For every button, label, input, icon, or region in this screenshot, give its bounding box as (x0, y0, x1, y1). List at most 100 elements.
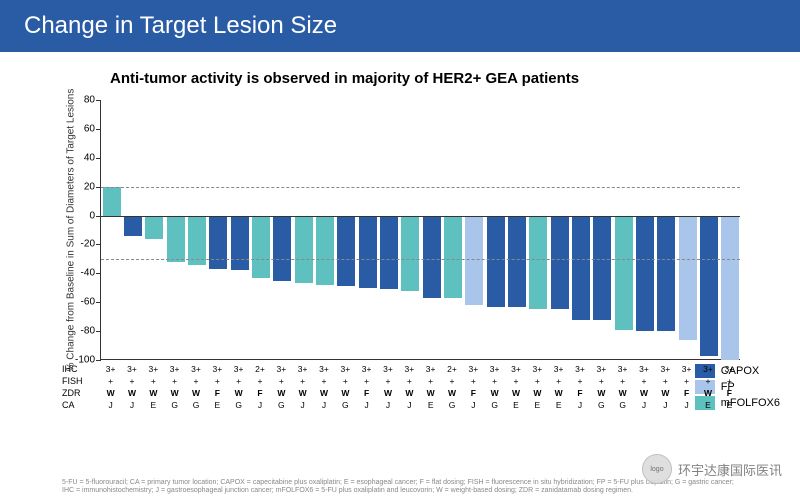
x-category-cell: + (684, 376, 689, 386)
x-category-cell: 3+ (319, 364, 329, 374)
x-category-cell: 3+ (426, 364, 436, 374)
x-category-cell: + (450, 376, 455, 386)
bar (295, 216, 313, 284)
y-tick-label: -80 (71, 326, 95, 337)
bar (657, 216, 675, 332)
bar (188, 216, 206, 265)
x-category-cell: W (299, 388, 307, 398)
y-tick-label: 0 (71, 210, 95, 221)
watermark: logo 环宇达康国际医讯 (642, 454, 782, 484)
x-category-cell: + (194, 376, 199, 386)
bar (636, 216, 654, 332)
bars-container (101, 100, 740, 359)
x-category-cell: + (471, 376, 476, 386)
bar (380, 216, 398, 290)
x-category-cell: W (491, 388, 499, 398)
bar (103, 187, 121, 216)
bar (359, 216, 377, 288)
x-category-cell: G (193, 400, 200, 410)
x-category-cell: 3+ (532, 364, 542, 374)
x-category-cell: E (428, 400, 434, 410)
watermark-text: 环宇达康国际医讯 (678, 460, 782, 479)
x-category-cell: + (258, 376, 263, 386)
bar (209, 216, 227, 269)
x-category-cell: + (172, 376, 177, 386)
x-category-cell: W (320, 388, 328, 398)
x-category-cell: W (149, 388, 157, 398)
x-category-cell: E (556, 400, 562, 410)
x-category-cell: 3+ (148, 364, 158, 374)
x-category-cell: + (279, 376, 284, 386)
x-category-cell: W (341, 388, 349, 398)
x-category-cell: W (277, 388, 285, 398)
x-category-cell: G (598, 400, 605, 410)
x-category-cell: 3+ (596, 364, 606, 374)
x-category-cell: 3+ (276, 364, 286, 374)
bar (316, 216, 334, 285)
bar (337, 216, 355, 287)
x-category-cell: J (471, 400, 475, 410)
y-tick-label: -20 (71, 239, 95, 250)
reference-line (101, 187, 740, 188)
bar (572, 216, 590, 320)
x-category-cell: + (663, 376, 668, 386)
x-category-cell: 3+ (362, 364, 372, 374)
x-category-cell: 3+ (724, 364, 734, 374)
x-category-cell: + (428, 376, 433, 386)
x-category-cell: + (236, 376, 241, 386)
x-category-cell: W (619, 388, 627, 398)
x-category-cell: 3+ (340, 364, 350, 374)
bar (145, 216, 163, 239)
title-bar: Change in Target Lesion Size (0, 0, 800, 52)
x-category-cell: J (642, 400, 646, 410)
x-category-cell: F (215, 388, 220, 398)
x-category-cell: 3+ (511, 364, 521, 374)
x-category-cell: W (192, 388, 200, 398)
bar (700, 216, 718, 356)
x-category-cell: 3+ (383, 364, 393, 374)
x-category-cell: + (706, 376, 711, 386)
x-category-cell: W (555, 388, 563, 398)
bar (231, 216, 249, 271)
bar (593, 216, 611, 320)
x-category-cell: 3+ (106, 364, 116, 374)
x-category-cell: + (642, 376, 647, 386)
y-tick-label: 60 (71, 123, 95, 134)
x-category-cell: E (534, 400, 540, 410)
bar (508, 216, 526, 307)
y-tick-label: -60 (71, 297, 95, 308)
x-category-cell: 3+ (554, 364, 564, 374)
bar (465, 216, 483, 306)
x-category-cell: W (661, 388, 669, 398)
x-category-cell: F (471, 388, 476, 398)
x-category-cell: W (235, 388, 243, 398)
bar (423, 216, 441, 298)
x-category-cell: 3+ (490, 364, 500, 374)
x-category-cell: J (130, 400, 134, 410)
x-category-cell: W (405, 388, 413, 398)
x-category-cell: G (491, 400, 498, 410)
x-category-cell: + (556, 376, 561, 386)
x-category-cell: + (386, 376, 391, 386)
bar (167, 216, 185, 262)
x-category-cell: 2+ (447, 364, 457, 374)
x-row-header: CA (62, 400, 75, 410)
x-category-cell: J (407, 400, 411, 410)
x-category-cell: + (364, 376, 369, 386)
x-category-cell: F (684, 388, 689, 398)
x-category-cell: W (427, 388, 435, 398)
bar (487, 216, 505, 307)
bar (551, 216, 569, 310)
x-category-cell: 2+ (255, 364, 265, 374)
x-category-cell: G (171, 400, 178, 410)
x-category-cell: F (364, 388, 369, 398)
x-category-cell: G (449, 400, 456, 410)
x-category-cell: + (300, 376, 305, 386)
x-category-cell: + (343, 376, 348, 386)
bar (273, 216, 291, 281)
x-category-cell: W (533, 388, 541, 398)
x-category-cell: E (150, 400, 156, 410)
x-category-cell: + (215, 376, 220, 386)
x-category-cell: W (448, 388, 456, 398)
x-category-cell: F (577, 388, 582, 398)
